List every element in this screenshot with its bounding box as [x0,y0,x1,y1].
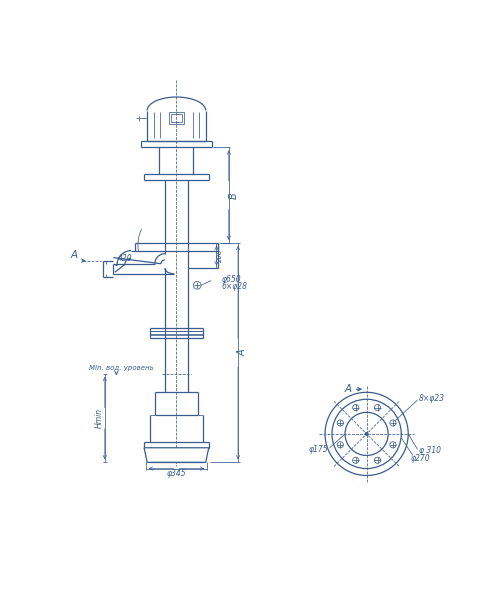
Polygon shape [144,448,209,463]
Text: φ 310: φ 310 [419,446,441,455]
Text: Min. вод. уровень: Min. вод. уровень [90,365,154,371]
Circle shape [374,404,381,410]
Circle shape [325,392,408,475]
Circle shape [390,420,396,426]
Text: 200: 200 [218,249,223,262]
Text: B: B [228,192,239,199]
Text: A: A [344,384,351,394]
Circle shape [332,399,401,469]
Circle shape [353,404,359,410]
Circle shape [365,433,368,436]
Circle shape [337,442,343,448]
Text: Hmin: Hmin [95,408,104,428]
Circle shape [337,420,343,426]
Circle shape [345,412,388,455]
Text: A: A [238,349,247,356]
Text: A: A [71,250,77,260]
Circle shape [390,442,396,448]
Circle shape [194,281,201,289]
Text: φ345: φ345 [167,469,186,478]
Circle shape [374,457,381,463]
Text: 420: 420 [118,254,132,263]
Text: 6×φ28: 6×φ28 [222,283,248,292]
Text: 8×φ23: 8×φ23 [419,394,445,403]
Circle shape [353,457,359,463]
Text: φ650: φ650 [222,275,242,284]
Text: φ270: φ270 [411,454,430,463]
Text: φ175: φ175 [309,445,328,454]
Circle shape [338,406,395,463]
